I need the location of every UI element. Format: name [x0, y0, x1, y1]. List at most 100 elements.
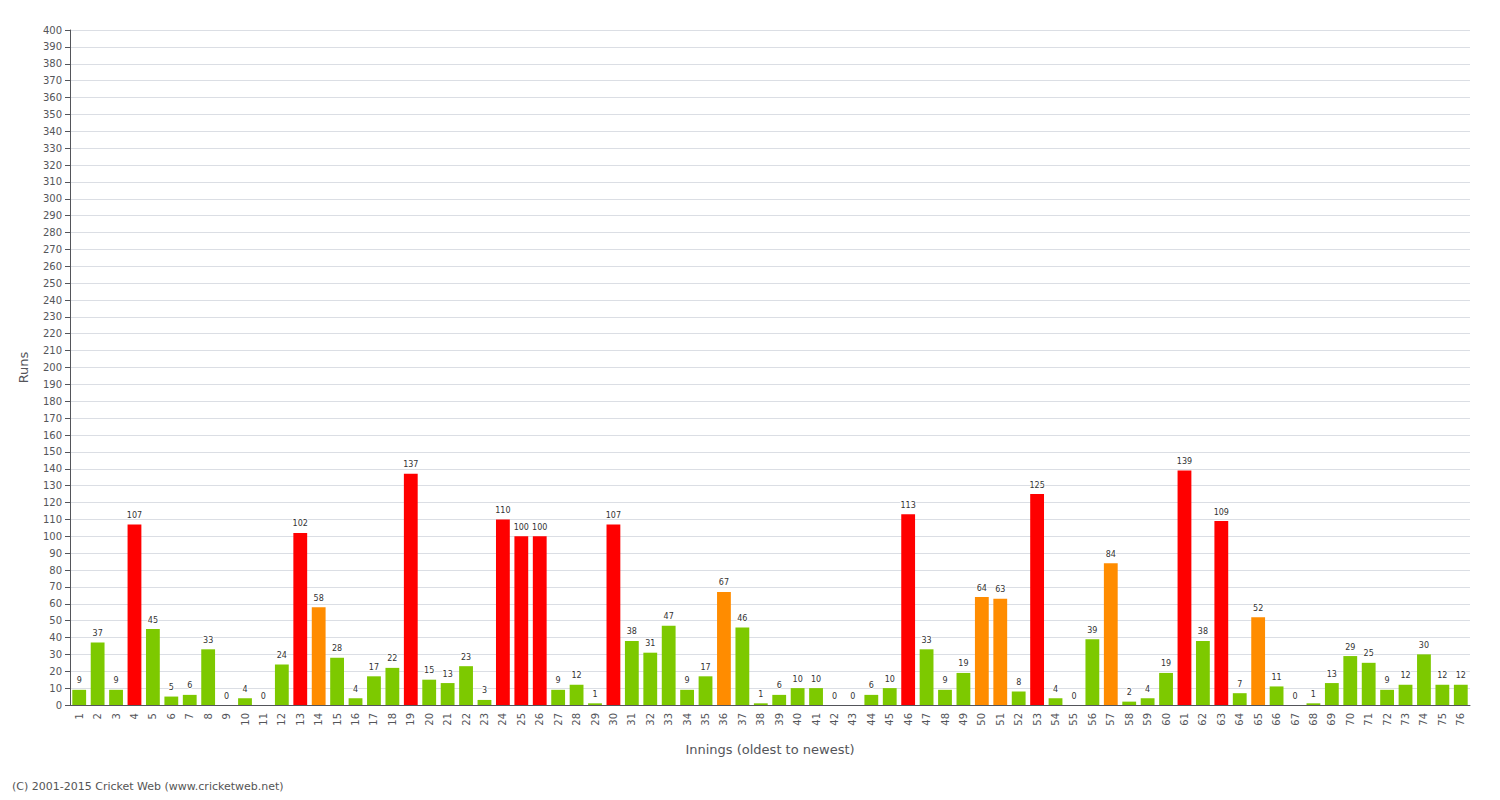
- svg-text:24: 24: [497, 713, 508, 726]
- svg-text:140: 140: [43, 463, 62, 474]
- svg-text:31: 31: [645, 639, 655, 648]
- svg-text:0: 0: [850, 692, 855, 701]
- svg-text:27: 27: [553, 713, 564, 726]
- svg-text:10: 10: [49, 683, 62, 694]
- svg-text:90: 90: [49, 548, 62, 559]
- svg-text:12: 12: [1456, 671, 1466, 680]
- svg-text:8: 8: [1016, 678, 1021, 687]
- svg-text:100: 100: [532, 523, 547, 532]
- svg-text:10: 10: [240, 713, 251, 726]
- svg-text:66: 66: [1271, 713, 1282, 726]
- svg-text:0: 0: [1292, 692, 1297, 701]
- svg-text:190: 190: [43, 379, 62, 390]
- svg-text:16: 16: [350, 713, 361, 726]
- svg-text:6: 6: [777, 681, 782, 690]
- svg-text:51: 51: [995, 713, 1006, 726]
- svg-text:43: 43: [847, 713, 858, 726]
- svg-text:36: 36: [718, 713, 729, 726]
- svg-text:6: 6: [166, 713, 177, 719]
- svg-text:4: 4: [129, 713, 140, 719]
- svg-text:53: 53: [1032, 713, 1043, 726]
- svg-text:44: 44: [866, 713, 877, 726]
- svg-text:0: 0: [224, 692, 229, 701]
- svg-text:100: 100: [514, 523, 529, 532]
- svg-text:260: 260: [43, 261, 62, 272]
- svg-text:9: 9: [556, 676, 561, 685]
- svg-text:84: 84: [1106, 550, 1116, 559]
- svg-text:160: 160: [43, 430, 62, 441]
- svg-text:35: 35: [700, 713, 711, 726]
- svg-text:29: 29: [590, 713, 601, 726]
- svg-text:64: 64: [977, 584, 987, 593]
- svg-text:30: 30: [49, 649, 62, 660]
- svg-text:46: 46: [737, 614, 747, 623]
- svg-text:25: 25: [516, 713, 527, 726]
- svg-text:68: 68: [1308, 713, 1319, 726]
- svg-text:42: 42: [829, 713, 840, 726]
- svg-text:9: 9: [221, 713, 232, 719]
- svg-text:19: 19: [958, 659, 968, 668]
- svg-text:76: 76: [1455, 713, 1466, 726]
- svg-text:107: 107: [127, 511, 142, 520]
- svg-text:320: 320: [43, 160, 62, 171]
- svg-text:139: 139: [1177, 457, 1192, 466]
- svg-text:50: 50: [976, 713, 987, 726]
- svg-text:270: 270: [43, 244, 62, 255]
- svg-text:9: 9: [685, 676, 690, 685]
- svg-text:113: 113: [901, 501, 916, 510]
- svg-text:67: 67: [1290, 713, 1301, 726]
- svg-text:56: 56: [1087, 713, 1098, 726]
- svg-text:13: 13: [1327, 670, 1337, 679]
- svg-text:21: 21: [442, 713, 453, 726]
- svg-text:240: 240: [43, 295, 62, 306]
- svg-text:9: 9: [77, 676, 82, 685]
- svg-text:9: 9: [942, 676, 947, 685]
- svg-text:17: 17: [368, 713, 379, 726]
- svg-text:7: 7: [184, 713, 195, 719]
- svg-text:3: 3: [482, 686, 487, 695]
- svg-text:12: 12: [1400, 671, 1410, 680]
- svg-text:17: 17: [369, 663, 379, 672]
- svg-text:39: 39: [1087, 626, 1097, 635]
- svg-text:45: 45: [884, 713, 895, 726]
- svg-text:10: 10: [793, 675, 803, 684]
- svg-text:33: 33: [203, 636, 213, 645]
- svg-text:110: 110: [43, 514, 62, 525]
- svg-text:52: 52: [1013, 713, 1024, 726]
- svg-text:38: 38: [627, 627, 637, 636]
- svg-text:15: 15: [424, 666, 434, 675]
- svg-text:22: 22: [461, 713, 472, 726]
- svg-text:30: 30: [1419, 641, 1429, 650]
- svg-text:330: 330: [43, 143, 62, 154]
- svg-text:Runs: Runs: [16, 351, 31, 383]
- svg-text:26: 26: [534, 713, 545, 726]
- svg-text:400: 400: [43, 25, 62, 36]
- svg-text:58: 58: [1124, 713, 1135, 726]
- svg-text:137: 137: [403, 460, 418, 469]
- svg-text:(C) 2001-2015 Cricket Web (www: (C) 2001-2015 Cricket Web (www.cricketwe…: [12, 780, 284, 793]
- svg-text:125: 125: [1029, 481, 1044, 490]
- svg-text:38: 38: [1198, 627, 1208, 636]
- svg-text:52: 52: [1253, 604, 1263, 613]
- svg-text:280: 280: [43, 227, 62, 238]
- svg-text:250: 250: [43, 278, 62, 289]
- svg-text:9: 9: [114, 676, 119, 685]
- svg-text:40: 40: [792, 713, 803, 726]
- svg-text:17: 17: [700, 663, 710, 672]
- svg-text:40: 40: [49, 632, 62, 643]
- svg-text:28: 28: [571, 713, 582, 726]
- svg-text:3: 3: [111, 713, 122, 719]
- svg-text:49: 49: [958, 713, 969, 726]
- svg-text:340: 340: [43, 126, 62, 137]
- svg-text:28: 28: [332, 644, 342, 653]
- svg-text:10: 10: [811, 675, 821, 684]
- svg-text:67: 67: [719, 578, 729, 587]
- svg-text:170: 170: [43, 413, 62, 424]
- svg-text:0: 0: [1071, 692, 1076, 701]
- svg-text:33: 33: [921, 636, 931, 645]
- svg-text:5: 5: [169, 683, 174, 692]
- svg-text:4: 4: [1145, 685, 1150, 694]
- svg-text:63: 63: [995, 585, 1005, 594]
- svg-text:29: 29: [1345, 643, 1355, 652]
- svg-text:11: 11: [1271, 673, 1281, 682]
